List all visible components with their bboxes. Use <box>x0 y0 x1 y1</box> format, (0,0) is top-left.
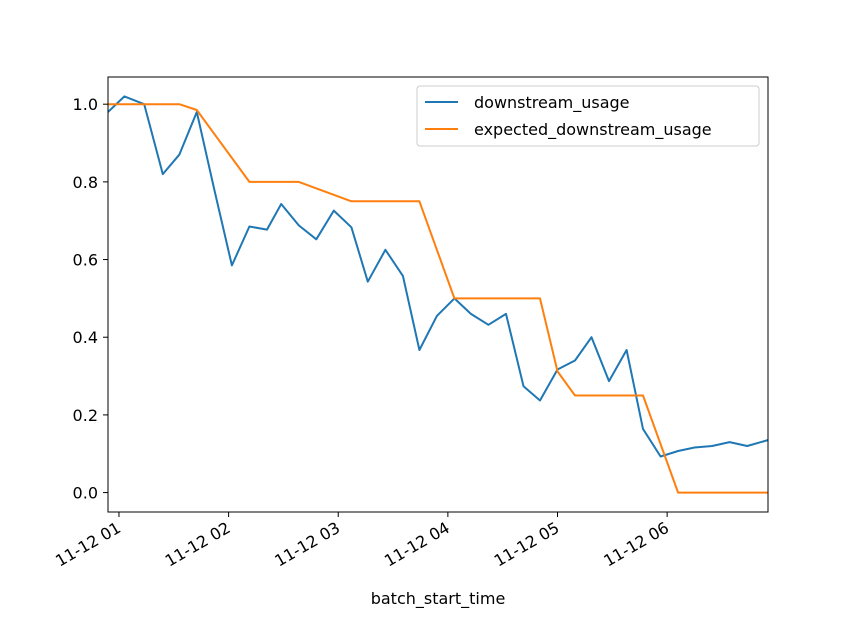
y-tick-label: 1.0 <box>73 95 98 114</box>
series-line-downstream-usage <box>108 95 768 458</box>
y-tick-label: 0.2 <box>73 406 98 425</box>
axes-frame <box>107 76 769 513</box>
y-tick-label: 0.8 <box>73 173 98 192</box>
y-axis: 0.0 0.2 0.4 0.6 0.8 1.0 <box>73 95 108 503</box>
legend-label-downstream-usage: downstream_usage <box>474 93 630 113</box>
legend-box <box>416 85 760 147</box>
legend: downstream_usage expected_downstream_usa… <box>416 85 760 147</box>
legend-label-expected-downstream-usage: expected_downstream_usage <box>474 120 712 140</box>
series-layer <box>108 95 768 494</box>
x-axis-label: batch_start_time <box>371 589 506 609</box>
y-tick-label: 0.0 <box>73 484 98 503</box>
y-tick-label: 0.6 <box>73 251 98 270</box>
y-tick-label: 0.4 <box>73 328 98 347</box>
series-line-expected-downstream-usage <box>108 103 768 494</box>
